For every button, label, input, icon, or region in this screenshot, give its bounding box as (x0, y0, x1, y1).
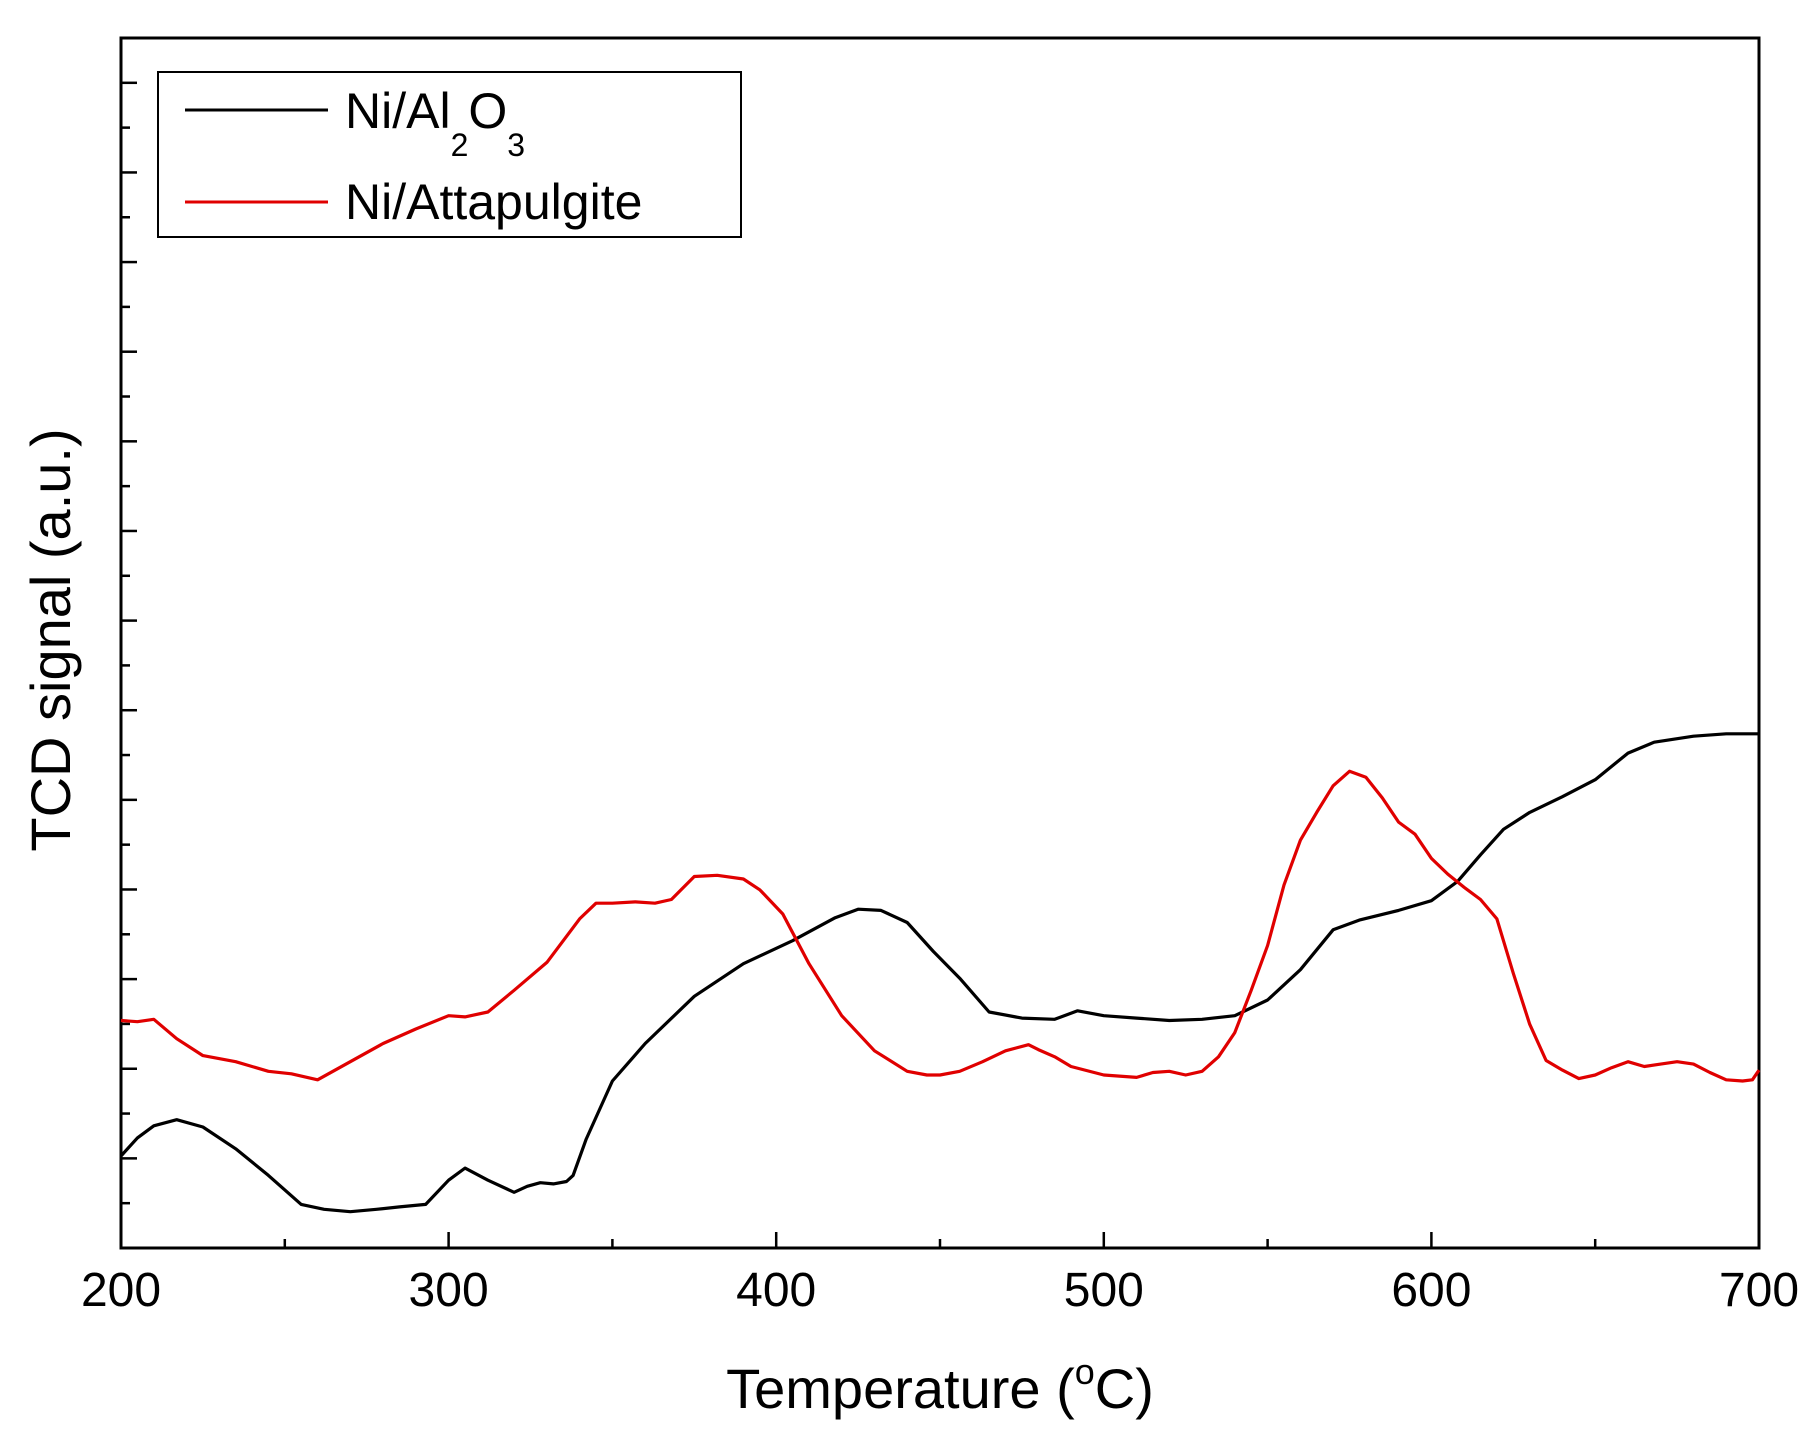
x-tick-label: 200 (81, 1264, 161, 1317)
series-line-ni-al2o3 (119, 732, 1759, 1214)
x-axis-title: Temperature (oC) (726, 1351, 1154, 1420)
legend-box (157, 71, 742, 238)
legend: Ni/Al2O3 Ni/Attapulgite (157, 71, 742, 238)
x-tick-label: 300 (409, 1264, 489, 1317)
x-tick-label: 400 (736, 1264, 816, 1317)
y-axis-title: TCD signal (a.u.) (19, 428, 82, 851)
legend-label-ni-al2o3: Ni/Al2O3 (345, 83, 525, 163)
legend-label-ni-attapulgite: Ni/Attapulgite (345, 174, 642, 230)
x-tick-labels: 200 300 400 500 600 700 (81, 1264, 1799, 1317)
tick-marks (119, 36, 1761, 1250)
series-line-ni-attapulgite (120, 769, 1761, 1083)
series-layer (119, 732, 1761, 1214)
x-tick-label: 600 (1391, 1264, 1471, 1317)
x-tick-label: 700 (1719, 1264, 1799, 1317)
x-tick-label: 500 (1064, 1264, 1144, 1317)
